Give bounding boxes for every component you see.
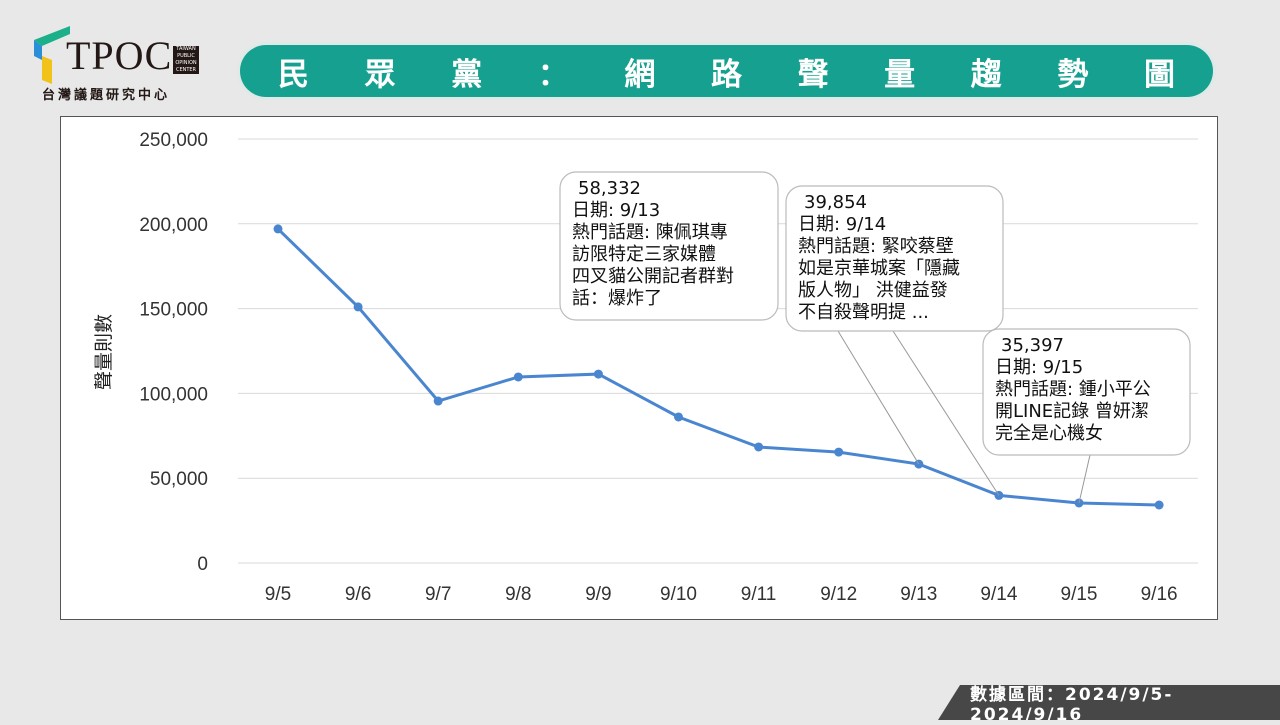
logo-text: TPOC: [66, 33, 173, 78]
callout-text: 話：爆炸了: [572, 288, 662, 309]
y-tick-label: 100,000: [139, 384, 208, 405]
x-tick-label: 9/6: [345, 584, 371, 605]
callout-box: [559, 171, 779, 321]
y-axis-label: 聲量則數: [93, 314, 115, 390]
title-char: 民: [278, 56, 309, 93]
title-char: 路: [710, 56, 742, 93]
x-tick-label: 9/9: [585, 584, 611, 605]
title-char: 眾: [364, 56, 396, 93]
logo-mark-icon: [34, 26, 70, 84]
x-tick-label: 9/5: [265, 584, 291, 605]
x-tick-label: 9/8: [505, 584, 531, 605]
data-range-footer: 數據區間：2024/9/5-2024/9/16: [938, 685, 1280, 720]
x-tick-label: 9/12: [820, 584, 857, 605]
series-line: [276, 227, 1160, 507]
x-tick-label: 9/14: [980, 584, 1017, 605]
callout-text: 熱門話題: 鍾小平公: [995, 379, 1151, 400]
callout-text: 熱門話題: 陳佩琪專: [572, 222, 728, 243]
callout-leader-line: [892, 330, 1000, 496]
callout-text: 不自殺聲明提 ...: [798, 302, 929, 323]
title-char: 圖: [1143, 56, 1175, 93]
data-range-label: 數據區間：2024/9/5-2024/9/16: [970, 685, 1174, 725]
data-point: [754, 442, 764, 452]
callout-text: 完全是心機女: [995, 423, 1103, 444]
y-tick-label: 50,000: [150, 469, 208, 490]
x-tick-label: 9/15: [1061, 584, 1098, 605]
logo-badge: TAIWAN PUBLIC OPINION CENTER: [173, 46, 199, 74]
callout-text: 58,332: [578, 178, 641, 199]
page-title: 民 眾 黨 ： 網 路 聲 量 趨 勢 圖: [240, 45, 1213, 97]
callout-box: [982, 328, 1191, 456]
callout-text: 日期: 9/15: [995, 357, 1083, 378]
x-tick-label: 9/11: [741, 584, 777, 605]
data-point: [593, 369, 603, 379]
title-char: 趨: [970, 56, 1002, 93]
callout-text: 版人物」 洪健益發: [798, 280, 948, 301]
tpoc-logo: TPOC TAIWAN PUBLIC OPINION CENTER 台灣議題研究…: [32, 26, 212, 106]
callout-text: 開LINE記錄 曾妍潔: [995, 401, 1149, 422]
data-point: [513, 372, 523, 382]
x-tick-label: 9/13: [900, 584, 937, 605]
x-tick-label: 9/16: [1141, 584, 1178, 605]
data-point: [674, 412, 683, 422]
title-char: ：: [537, 56, 569, 93]
x-tick-label: 9/7: [425, 584, 451, 605]
callout-text: 熱門話題: 緊咬蔡壁: [798, 236, 954, 257]
y-tick-label: 200,000: [139, 215, 208, 236]
data-point: [273, 224, 283, 234]
callout-text: 如是京華城案「隱藏: [798, 258, 960, 279]
data-point: [353, 302, 363, 312]
data-point: [1154, 500, 1164, 510]
title-char: 網: [624, 56, 656, 93]
callout-text: 日期: 9/14: [798, 214, 886, 235]
callout-text: 訪限特定三家媒體: [572, 244, 716, 265]
data-point: [433, 396, 443, 406]
title-char: 聲: [797, 56, 829, 93]
y-tick-label: 150,000: [139, 300, 208, 321]
title-char: 勢: [1057, 56, 1089, 93]
callout-text: 日期: 9/13: [572, 200, 660, 221]
callout-text: 35,397: [1001, 335, 1064, 356]
callout-text: 四叉貓公開記者群對: [572, 266, 734, 287]
callout-text: 39,854: [804, 192, 867, 213]
y-tick-label: 250,000: [139, 130, 208, 151]
callout-leader-line: [837, 330, 920, 465]
logo-subtitle: 台灣議題研究中心: [42, 88, 171, 103]
x-tick-label: 9/10: [660, 584, 697, 605]
title-char: 量: [884, 56, 916, 93]
callout-box: [785, 185, 1004, 332]
data-point: [834, 447, 844, 457]
y-tick-label: 0: [197, 554, 208, 575]
callout-leader-line: [1078, 454, 1091, 504]
title-char: 黨: [451, 56, 483, 93]
